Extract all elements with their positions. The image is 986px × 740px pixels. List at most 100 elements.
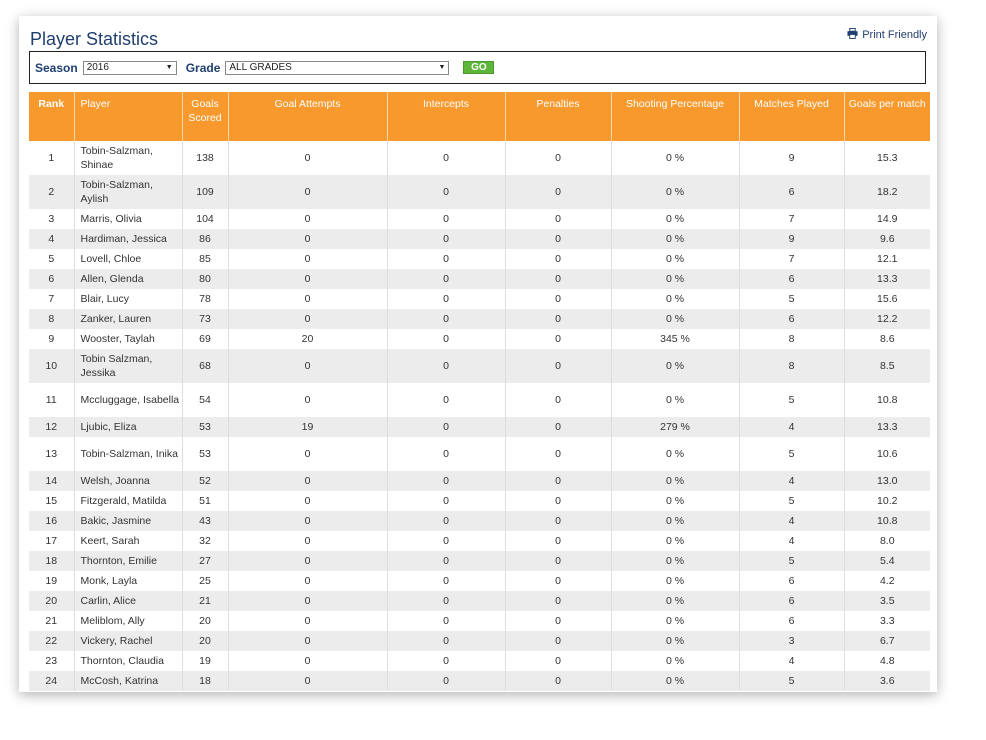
goals-scored-cell: 109 bbox=[181, 175, 228, 209]
matches-played-cell: 5 bbox=[738, 671, 844, 691]
matches-played-cell: 8 bbox=[738, 329, 844, 349]
goal-attempts-cell: 0 bbox=[227, 289, 387, 309]
column-header-shooting-percentage[interactable]: Shooting Percentage bbox=[610, 92, 739, 141]
chevron-down-icon: ▼ bbox=[165, 64, 173, 71]
rank-cell: 9 bbox=[29, 329, 74, 349]
player-name-cell: Tobin-Salzman, Inika bbox=[73, 437, 182, 471]
table-row: 21 Meliblom, Ally 20 0 0 0 0 % 6 3.3 bbox=[29, 611, 930, 631]
rank-cell: 2 bbox=[29, 175, 74, 209]
rank-cell: 15 bbox=[29, 491, 74, 511]
player-name-cell: Meliblom, Ally bbox=[73, 611, 182, 631]
rank-cell: 19 bbox=[29, 571, 74, 591]
penalties-cell: 0 bbox=[504, 209, 611, 229]
goals-scored-cell: 27 bbox=[181, 551, 228, 571]
goal-attempts-cell: 0 bbox=[227, 471, 387, 491]
goals-scored-cell: 18 bbox=[181, 671, 228, 691]
table-row: 9 Wooster, Taylah 69 20 0 0 345 % 8 8.6 bbox=[29, 329, 930, 349]
grade-select[interactable]: ALL GRADES ▼ bbox=[225, 60, 450, 75]
matches-played-cell: 4 bbox=[738, 417, 844, 437]
goals-per-match-cell: 6.7 bbox=[843, 631, 930, 651]
print-friendly-link[interactable]: Print Friendly bbox=[847, 28, 927, 42]
intercepts-cell: 0 bbox=[386, 209, 505, 229]
intercepts-cell: 0 bbox=[386, 309, 505, 329]
intercepts-cell: 0 bbox=[386, 671, 505, 691]
go-button[interactable]: GO bbox=[463, 61, 495, 74]
shooting-percentage-cell: 0 % bbox=[610, 611, 739, 631]
goal-attempts-cell: 0 bbox=[227, 437, 387, 471]
goal-attempts-cell: 0 bbox=[227, 511, 387, 531]
shooting-percentage-cell: 0 % bbox=[610, 591, 739, 611]
table-row: 22 Vickery, Rachel 20 0 0 0 0 % 3 6.7 bbox=[29, 631, 930, 651]
goals-per-match-cell: 15.6 bbox=[843, 289, 930, 309]
table-row: 23 Thornton, Claudia 19 0 0 0 0 % 4 4.8 bbox=[29, 651, 930, 671]
shooting-percentage-cell: 0 % bbox=[610, 471, 739, 491]
rank-cell: 13 bbox=[29, 437, 74, 471]
column-header-goals-scored[interactable]: Goals Scored bbox=[181, 92, 228, 141]
player-name-cell: Allen, Glenda bbox=[73, 269, 182, 289]
goals-scored-cell: 43 bbox=[181, 511, 228, 531]
season-select[interactable]: 2016 ▼ bbox=[82, 60, 177, 75]
penalties-cell: 0 bbox=[504, 383, 611, 417]
goals-scored-cell: 73 bbox=[181, 309, 228, 329]
goals-per-match-cell: 12.2 bbox=[843, 309, 930, 329]
table-row: 20 Carlin, Alice 21 0 0 0 0 % 6 3.5 bbox=[29, 591, 930, 611]
goals-scored-cell: 32 bbox=[181, 531, 228, 551]
rank-cell: 12 bbox=[29, 417, 74, 437]
goal-attempts-cell: 0 bbox=[227, 269, 387, 289]
matches-played-cell: 9 bbox=[738, 141, 844, 175]
goals-scored-cell: 52 bbox=[181, 471, 228, 491]
rank-cell: 7 bbox=[29, 289, 74, 309]
intercepts-cell: 0 bbox=[386, 289, 505, 309]
intercepts-cell: 0 bbox=[386, 383, 505, 417]
table-row: 16 Bakic, Jasmine 43 0 0 0 0 % 4 10.8 bbox=[29, 511, 930, 531]
goal-attempts-cell: 0 bbox=[227, 383, 387, 417]
penalties-cell: 0 bbox=[504, 631, 611, 651]
goal-attempts-cell: 0 bbox=[227, 651, 387, 671]
goal-attempts-cell: 0 bbox=[227, 611, 387, 631]
intercepts-cell: 0 bbox=[386, 611, 505, 631]
table-row: 17 Keert, Sarah 32 0 0 0 0 % 4 8.0 bbox=[29, 531, 930, 551]
column-header-goals-per-match[interactable]: Goals per match bbox=[843, 92, 930, 141]
page-title: Player Statistics bbox=[30, 29, 159, 49]
player-name-cell: Hardiman, Jessica bbox=[73, 229, 182, 249]
table-body: 1 Tobin-Salzman, Shinae 138 0 0 0 0 % 9 15.3 2 Tob… bbox=[29, 141, 930, 691]
player-name-cell: Keert, Sarah bbox=[73, 531, 182, 551]
matches-played-cell: 7 bbox=[738, 209, 844, 229]
penalties-cell: 0 bbox=[504, 269, 611, 289]
column-header-penalties[interactable]: Penalties bbox=[504, 92, 611, 141]
shooting-percentage-cell: 0 % bbox=[610, 141, 739, 175]
penalties-cell: 0 bbox=[504, 651, 611, 671]
column-header-intercepts[interactable]: Intercepts bbox=[386, 92, 505, 141]
rank-cell: 3 bbox=[29, 209, 74, 229]
penalties-cell: 0 bbox=[504, 437, 611, 471]
column-header-matches-played[interactable]: Matches Played bbox=[738, 92, 844, 141]
matches-played-cell: 6 bbox=[738, 611, 844, 631]
table-row: 18 Thornton, Emilie 27 0 0 0 0 % 5 5.4 bbox=[29, 551, 930, 571]
column-header-goal-attempts[interactable]: Goal Attempts bbox=[227, 92, 387, 141]
matches-played-cell: 6 bbox=[738, 269, 844, 289]
intercepts-cell: 0 bbox=[386, 631, 505, 651]
intercepts-cell: 0 bbox=[386, 269, 505, 289]
table-row: 14 Welsh, Joanna 52 0 0 0 0 % 4 13.0 bbox=[29, 471, 930, 491]
goal-attempts-cell: 0 bbox=[227, 349, 387, 383]
penalties-cell: 0 bbox=[504, 531, 611, 551]
penalties-cell: 0 bbox=[504, 471, 611, 491]
player-name-cell: Tobin Salzman, Jessika bbox=[73, 349, 182, 383]
column-header-player[interactable]: Player bbox=[73, 92, 182, 141]
table-row: 5 Lovell, Chloe 85 0 0 0 0 % 7 12.1 bbox=[29, 249, 930, 269]
intercepts-cell: 0 bbox=[386, 229, 505, 249]
column-header-rank[interactable]: Rank bbox=[29, 92, 74, 141]
intercepts-cell: 0 bbox=[386, 175, 505, 209]
matches-played-cell: 5 bbox=[738, 437, 844, 471]
goals-scored-cell: 68 bbox=[181, 349, 228, 383]
penalties-cell: 0 bbox=[504, 141, 611, 175]
rank-cell: 11 bbox=[29, 383, 74, 417]
goal-attempts-cell: 20 bbox=[227, 329, 387, 349]
intercepts-cell: 0 bbox=[386, 249, 505, 269]
table-row: 24 McCosh, Katrina 18 0 0 0 0 % 5 3.6 bbox=[29, 671, 930, 691]
shooting-percentage-cell: 0 % bbox=[610, 631, 739, 651]
goal-attempts-cell: 0 bbox=[227, 309, 387, 329]
penalties-cell: 0 bbox=[504, 289, 611, 309]
matches-played-cell: 6 bbox=[738, 591, 844, 611]
player-statistics-panel: Player Statistics Print Friendly Season … bbox=[19, 16, 937, 692]
